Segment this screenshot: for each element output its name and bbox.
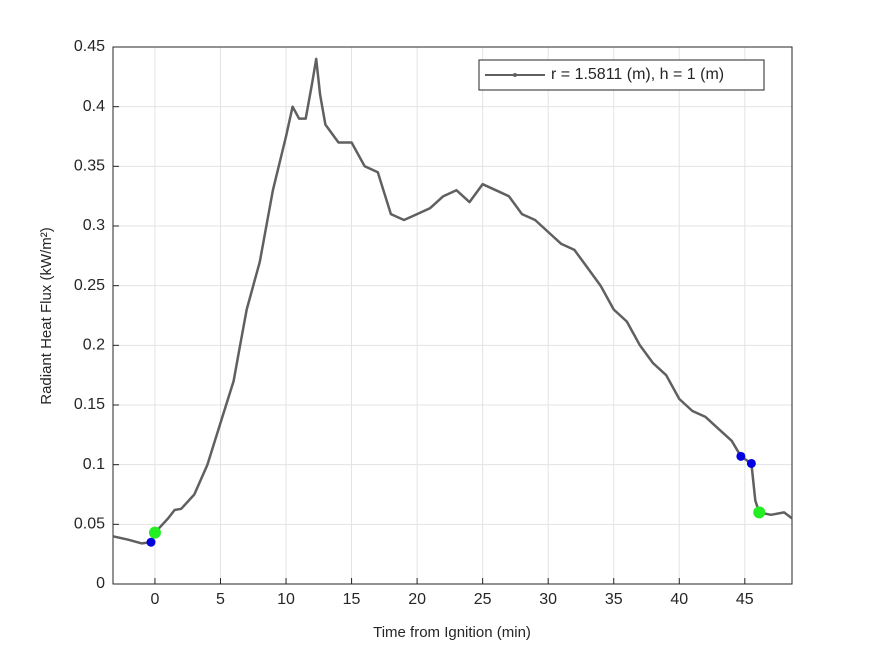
- y-tick-label: 0.45: [74, 38, 105, 55]
- y-tick-label: 0: [96, 575, 105, 592]
- y-tick-label: 0.4: [83, 98, 105, 115]
- y-tick-label: 0.1: [83, 456, 105, 473]
- x-tick-label: 40: [670, 591, 688, 608]
- x-tick-label: 5: [216, 591, 225, 608]
- x-tick-label: 35: [605, 591, 623, 608]
- legend-label: r = 1.5811 (m), h = 1 (m): [551, 66, 724, 83]
- marker-point: [753, 506, 766, 519]
- marker-point: [736, 451, 746, 461]
- legend-swatch-dot: [513, 73, 517, 77]
- x-tick-label: 25: [474, 591, 492, 608]
- plot-frame: [112, 46, 793, 585]
- x-tick-label: 30: [539, 591, 557, 608]
- x-axis-label: Time from Ignition (min): [373, 624, 531, 641]
- marker-point: [146, 537, 156, 547]
- marker-point: [148, 526, 161, 539]
- y-tick-label: 0.2: [83, 337, 105, 354]
- x-tick-label: 10: [277, 591, 295, 608]
- y-tick-label: 0.3: [83, 217, 105, 234]
- data-line: [112, 57, 793, 545]
- x-tick-label: 0: [150, 591, 159, 608]
- x-tick-label: 15: [343, 591, 361, 608]
- y-tick-label: 0.35: [74, 158, 105, 175]
- y-tick-label: 0.25: [74, 277, 105, 294]
- y-tick-label: 0.05: [74, 516, 105, 533]
- x-tick-label: 20: [408, 591, 426, 608]
- y-tick-label: 0.15: [74, 396, 105, 413]
- x-tick-label: 45: [736, 591, 754, 608]
- y-axis-label: Radiant Heat Flux (kW/m²): [38, 227, 55, 405]
- marker-point: [746, 458, 756, 468]
